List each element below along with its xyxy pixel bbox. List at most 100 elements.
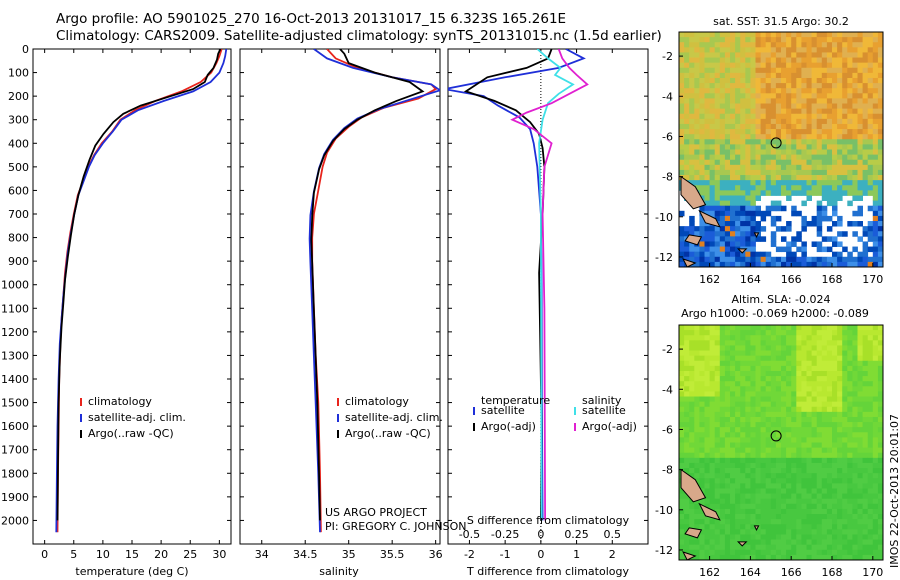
map-cell <box>684 391 690 397</box>
map-cell <box>872 554 879 560</box>
depth-tick-label: 100 <box>8 67 29 80</box>
map-cell <box>821 77 828 84</box>
map-cell <box>679 210 685 217</box>
map-cell <box>740 370 746 377</box>
map-cell <box>755 554 761 560</box>
map-cell <box>781 478 787 484</box>
map-cell <box>709 355 716 362</box>
map-cell <box>811 544 818 551</box>
map-cell <box>724 236 731 242</box>
map-cell <box>709 335 716 341</box>
map-cell <box>745 529 751 535</box>
map-cell <box>816 180 823 186</box>
map-cell <box>806 330 812 336</box>
map-cell <box>821 210 828 217</box>
legend-label-t-satellite: satellite <box>481 404 525 417</box>
map-cell <box>694 478 700 484</box>
map-cell <box>755 67 761 74</box>
map-cell <box>877 381 883 387</box>
map-cell <box>755 519 761 525</box>
map-cell <box>816 427 823 433</box>
map-cell <box>765 360 772 367</box>
map-cell <box>740 386 746 392</box>
map-cell <box>719 123 726 130</box>
map-cell <box>750 37 756 43</box>
map-cell <box>837 391 843 397</box>
map-cell <box>694 251 700 258</box>
map-cell <box>867 457 874 464</box>
map-cell <box>842 144 848 150</box>
map-cell <box>857 47 863 53</box>
map-cell <box>684 457 690 464</box>
map-cell <box>730 427 736 433</box>
map-cell <box>750 442 756 449</box>
map-cell <box>842 52 848 58</box>
map-cell <box>867 406 874 413</box>
map-cell <box>689 452 695 459</box>
map-cell <box>821 103 828 110</box>
map-cell <box>852 345 858 351</box>
map-cell <box>811 350 818 357</box>
map-cell <box>699 519 705 525</box>
map-cell <box>745 144 751 150</box>
map-cell <box>684 493 690 500</box>
map-cell <box>689 139 695 145</box>
map-cell <box>852 478 858 484</box>
map-cell <box>770 103 777 110</box>
map-cell <box>837 350 843 357</box>
map-cell <box>755 330 761 336</box>
map-cell <box>832 370 838 377</box>
map-cell <box>760 42 767 48</box>
map-cell <box>832 376 838 382</box>
map-cell <box>872 442 879 449</box>
map-cell <box>821 401 828 408</box>
map-cell <box>801 88 807 94</box>
map-cell <box>872 370 879 377</box>
map-cell <box>755 134 761 140</box>
map-cell <box>740 447 746 454</box>
map-cell <box>847 539 853 546</box>
map-cell <box>730 37 736 43</box>
map-cell <box>740 422 746 428</box>
map-cell <box>801 169 807 176</box>
map-cell <box>867 67 874 74</box>
map-cell <box>852 330 858 336</box>
map-cell <box>826 246 833 253</box>
map-cell <box>740 32 746 38</box>
map-cell <box>837 457 843 464</box>
island <box>736 541 748 547</box>
map-cell <box>745 52 751 58</box>
map-cell <box>821 246 828 253</box>
map-cell <box>679 365 685 372</box>
map-cell <box>877 144 883 150</box>
map-cell <box>852 175 858 181</box>
s-diff-tick-label: 0.5 <box>604 528 622 541</box>
map-cell <box>832 411 838 418</box>
map-cell <box>719 411 726 418</box>
difference-legend: temperature salinity satellite Argo(-adj… <box>473 394 637 433</box>
map-cell <box>852 422 858 428</box>
map-cell <box>745 98 751 104</box>
map-cell <box>832 175 838 181</box>
map-cell <box>857 468 863 474</box>
map-cell <box>704 381 710 387</box>
map-cell <box>775 57 782 64</box>
map-cell <box>750 360 756 367</box>
map-cell <box>735 77 741 84</box>
map-cell <box>791 210 797 217</box>
map-cell <box>684 57 690 64</box>
map-cell <box>775 32 782 38</box>
map-cell <box>821 236 828 242</box>
map-cell <box>837 164 843 171</box>
map-cell <box>842 437 848 443</box>
map-cell <box>770 139 777 145</box>
map-cell <box>735 447 741 454</box>
map-cell <box>704 416 710 423</box>
map-cell <box>765 88 772 94</box>
map-cell <box>791 57 797 64</box>
map-cell <box>684 514 690 520</box>
map-cell <box>750 144 756 150</box>
map-cell <box>689 544 695 551</box>
map-cell <box>740 210 746 217</box>
map-cell <box>724 175 731 181</box>
